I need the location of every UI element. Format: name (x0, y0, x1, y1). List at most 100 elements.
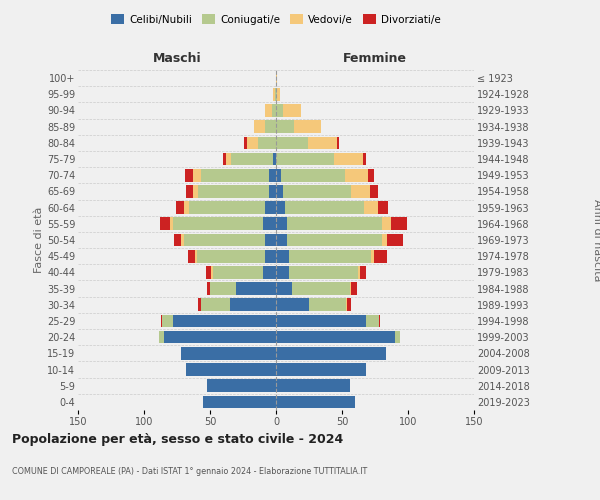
Bar (276, 72, 277, 85)
Bar (344, 169, 368, 181)
Bar (387, 234, 403, 246)
Bar (276, 152, 334, 166)
Bar (350, 282, 351, 295)
Bar (382, 234, 387, 246)
Bar (211, 266, 212, 278)
Bar (382, 218, 391, 230)
Bar (184, 202, 189, 214)
Bar (226, 152, 231, 166)
Bar (377, 202, 388, 214)
Bar (370, 185, 377, 198)
Legend: Celibi/Nubili, Coniugati/e, Vedovi/e, Divorziati/e: Celibi/Nubili, Coniugati/e, Vedovi/e, Di… (107, 10, 445, 29)
Bar (395, 331, 400, 344)
Bar (287, 234, 382, 246)
Bar (391, 218, 407, 230)
Bar (283, 104, 301, 117)
Bar (263, 218, 276, 230)
Bar (203, 396, 276, 408)
Bar (337, 136, 340, 149)
Text: Maschi: Maschi (152, 52, 202, 65)
Bar (231, 152, 274, 166)
Y-axis label: Anni di nascita: Anni di nascita (592, 198, 600, 281)
Bar (283, 185, 351, 198)
Bar (193, 169, 201, 181)
Bar (175, 234, 181, 246)
Bar (161, 314, 163, 328)
Bar (265, 250, 276, 262)
Bar (295, 120, 321, 133)
Bar (176, 202, 184, 214)
Bar (201, 298, 230, 311)
Bar (351, 185, 370, 198)
Bar (276, 202, 285, 214)
Bar (276, 234, 287, 246)
Bar (276, 298, 309, 311)
Bar (186, 185, 193, 198)
Bar (206, 266, 211, 278)
Bar (265, 104, 272, 117)
Bar (269, 169, 276, 181)
Bar (361, 266, 366, 278)
Bar (334, 152, 363, 166)
Bar (181, 234, 184, 246)
Bar (193, 185, 198, 198)
Bar (276, 250, 289, 262)
Bar (244, 136, 247, 149)
Bar (276, 282, 292, 295)
Text: COMUNE DI CAMPOREALE (PA) - Dati ISTAT 1° gennaio 2024 - Elaborazione TUTTITALIA: COMUNE DI CAMPOREALE (PA) - Dati ISTAT 1… (12, 468, 367, 476)
Bar (184, 234, 265, 246)
Bar (287, 218, 382, 230)
Bar (276, 314, 366, 328)
Y-axis label: Fasce di età: Fasce di età (34, 207, 44, 273)
Bar (265, 234, 276, 246)
Bar (285, 202, 364, 214)
Bar (198, 298, 201, 311)
Bar (257, 136, 276, 149)
Bar (363, 152, 366, 166)
Bar (201, 169, 269, 181)
Bar (276, 136, 308, 149)
Bar (276, 218, 287, 230)
Bar (308, 136, 337, 149)
Bar (208, 282, 210, 295)
Bar (208, 380, 276, 392)
Bar (212, 266, 263, 278)
Bar (170, 218, 173, 230)
Bar (269, 185, 276, 198)
Bar (265, 202, 276, 214)
Bar (379, 314, 380, 328)
Bar (276, 347, 386, 360)
Bar (158, 331, 164, 344)
Bar (265, 120, 276, 133)
Text: Popolazione per età, sesso e stato civile - 2024: Popolazione per età, sesso e stato civil… (12, 432, 343, 446)
Bar (188, 250, 196, 262)
Bar (281, 169, 344, 181)
Bar (276, 380, 350, 392)
Bar (164, 331, 276, 344)
Bar (189, 202, 265, 214)
Bar (292, 282, 350, 295)
Bar (263, 266, 276, 278)
Bar (346, 298, 347, 311)
Bar (274, 88, 275, 101)
Bar (173, 218, 263, 230)
Bar (276, 104, 283, 117)
Bar (186, 363, 276, 376)
Bar (358, 266, 361, 278)
Bar (247, 136, 257, 149)
Bar (289, 266, 358, 278)
Bar (198, 185, 269, 198)
Bar (368, 169, 374, 181)
Bar (274, 152, 276, 166)
Bar (364, 202, 377, 214)
Bar (351, 282, 356, 295)
Bar (197, 250, 265, 262)
Bar (277, 88, 280, 101)
Bar (276, 396, 355, 408)
Bar (276, 266, 289, 278)
Bar (366, 314, 379, 328)
Bar (276, 120, 295, 133)
Bar (276, 331, 395, 344)
Bar (276, 88, 277, 101)
Text: Femmine: Femmine (343, 52, 407, 65)
